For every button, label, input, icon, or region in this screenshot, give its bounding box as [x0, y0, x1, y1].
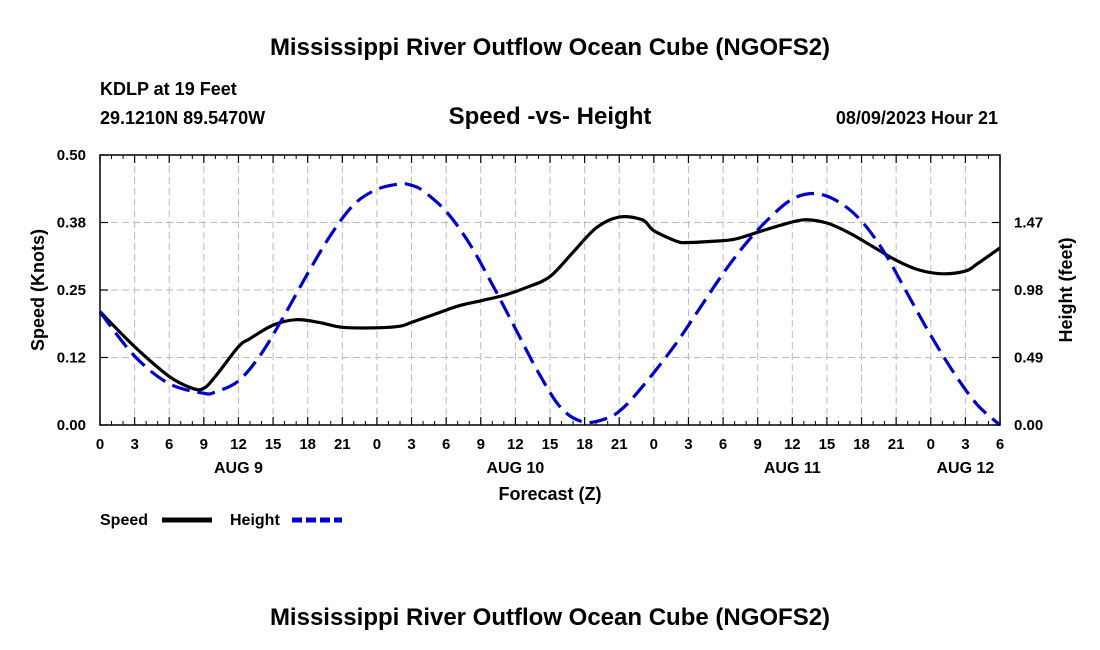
x-tick-label: 9	[477, 436, 485, 453]
y2-axis-title: Height (feet)	[1056, 238, 1076, 343]
x-tick-label: 6	[996, 436, 1004, 453]
x-tick-label: 18	[853, 436, 870, 453]
x-tick-label: 12	[784, 436, 801, 453]
y2-tick-label: 0.00	[1014, 417, 1043, 434]
x-tick-label: 18	[576, 436, 593, 453]
series-layer	[98, 182, 1002, 427]
grid	[100, 155, 1000, 425]
x-tick-label: 0	[927, 436, 935, 453]
y-tick-label: 0.12	[57, 350, 86, 367]
x-tick-label: 9	[754, 436, 762, 453]
footer-title: Mississippi River Outflow Ocean Cube (NG…	[270, 604, 830, 631]
day-label: AUG 10	[486, 460, 544, 477]
x-tick-label: 0	[96, 436, 104, 453]
chart-subtitle: Speed -vs- Height	[449, 103, 652, 130]
station-label: KDLP at 19 Feet	[100, 79, 237, 99]
axes-layer: 0 3 6 9 12 15 18 21 0 3 6 9 12 15 18 21 0 3 6 9 12 15 18 21 0 3 6A…	[57, 147, 1043, 477]
x-tick-label: 3	[407, 436, 415, 453]
x-tick-label: 6	[442, 436, 450, 453]
x-tick-label: 21	[334, 436, 351, 453]
x-tick-label: 0	[373, 436, 381, 453]
y2-tick-label: 1.47	[1014, 215, 1043, 232]
x-tick-label: 12	[230, 436, 247, 453]
coords-label: 29.1210N 89.5470W	[100, 108, 265, 128]
y-tick-label: 0.38	[57, 215, 86, 232]
y2-tick-label: 0.98	[1014, 282, 1043, 299]
x-axis-title: Forecast (Z)	[498, 484, 601, 504]
y-tick-label: 0.25	[57, 282, 86, 299]
day-label: AUG 12	[936, 460, 994, 477]
legend-speed-label: Speed	[100, 512, 148, 529]
x-tick-label: 15	[819, 436, 836, 453]
x-tick-label: 3	[684, 436, 692, 453]
x-tick-label: 0	[650, 436, 658, 453]
x-tick-label: 6	[165, 436, 173, 453]
x-tick-label: 15	[542, 436, 559, 453]
day-label: AUG 9	[214, 460, 263, 477]
chart-title: Mississippi River Outflow Ocean Cube (NG…	[270, 34, 830, 61]
speed-series-line	[98, 215, 1001, 392]
y-tick-label: 0.50	[57, 147, 86, 164]
x-tick-label: 12	[507, 436, 524, 453]
y2-tick-label: 0.49	[1014, 350, 1043, 367]
height-series-line	[98, 182, 1002, 427]
day-label: AUG 11	[764, 460, 821, 477]
x-tick-label: 3	[130, 436, 138, 453]
y-tick-label: 0.00	[57, 417, 86, 434]
x-tick-label: 21	[888, 436, 905, 453]
legend-height-label: Height	[230, 512, 280, 529]
timestamp-label: 08/09/2023 Hour 21	[836, 108, 998, 128]
x-tick-label: 15	[265, 436, 282, 453]
legend: Speed Height	[100, 512, 342, 529]
x-tick-label: 6	[719, 436, 727, 453]
x-tick-label: 21	[611, 436, 628, 453]
x-tick-label: 3	[961, 436, 969, 453]
x-tick-label: 18	[299, 436, 316, 453]
y-axis-title: Speed (Knots)	[28, 229, 48, 351]
x-tick-label: 9	[200, 436, 208, 453]
